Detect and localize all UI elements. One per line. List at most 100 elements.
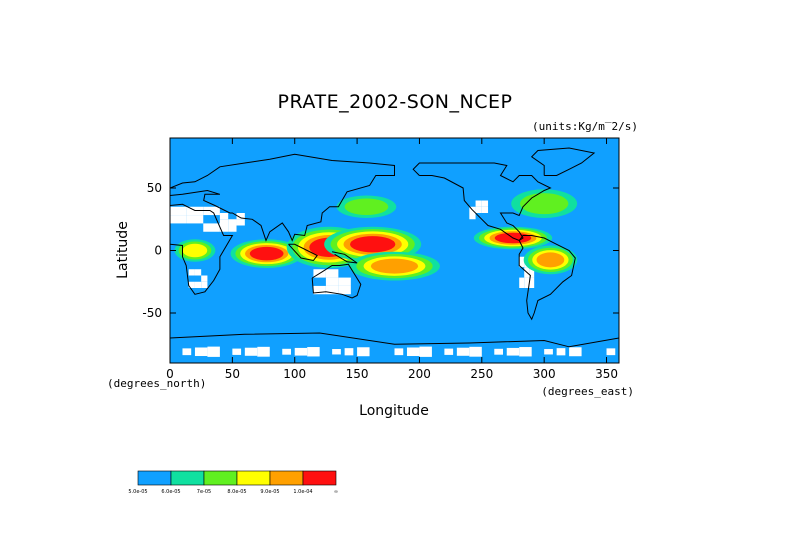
dry-region — [219, 219, 229, 226]
x-tick-label: 300 — [533, 367, 556, 381]
colorbar-label: ∞ — [334, 489, 338, 495]
x-axis-label: Longitude — [359, 403, 429, 419]
dry-region — [257, 346, 270, 357]
dry-region — [207, 346, 220, 357]
x-tick-label: 100 — [283, 367, 306, 381]
y-ticks: -50 0 50 — [142, 181, 619, 320]
x-tick-label: 250 — [470, 367, 493, 381]
chart-title: PRATE_2002-SON_NCEP — [278, 91, 513, 113]
colorbar-swatch — [203, 470, 238, 486]
dry-region — [338, 285, 351, 295]
colorbar-swatch — [269, 470, 304, 486]
dry-region — [519, 277, 525, 288]
dry-region — [236, 219, 245, 226]
dry-region — [194, 281, 202, 288]
dry-region — [219, 213, 229, 220]
dry-region — [475, 200, 482, 207]
dry-region — [203, 206, 220, 216]
dry-region — [524, 277, 530, 288]
precip-contour-level3 — [344, 198, 389, 215]
dry-region — [481, 200, 489, 207]
colorbar-swatch — [137, 470, 172, 486]
map-layers — [170, 138, 619, 363]
colorbar: 5.0e-05 6.0e-05 7e-05 8.0e-05 9.0e-05 1.0e-04… — [128, 470, 338, 495]
dry-region — [325, 269, 339, 278]
colorbar-label: 8.0e-05 — [227, 489, 246, 495]
dry-region — [519, 347, 532, 357]
x-ticks: 0 50 100 150 200 250 300 350 — [166, 138, 618, 381]
dry-region — [494, 348, 504, 355]
dry-region — [228, 225, 237, 232]
coastline-4 — [332, 251, 358, 264]
dry-region — [307, 347, 320, 357]
dry-region — [469, 346, 482, 357]
dry-region — [236, 213, 245, 220]
dry-region — [529, 277, 535, 288]
dry-region — [203, 223, 220, 232]
dry-region — [406, 347, 420, 357]
dry-region — [194, 347, 208, 357]
coastline-3 — [288, 243, 318, 262]
dry-region — [606, 348, 616, 356]
dry-region — [325, 285, 339, 295]
dry-region — [444, 348, 454, 355]
precip-contour-level5 — [536, 252, 565, 268]
dry-region — [481, 206, 489, 213]
map-area — [169, 137, 620, 364]
coastline-0 — [170, 203, 234, 295]
dry-region — [544, 349, 553, 355]
y-tick-label: 50 — [147, 181, 162, 195]
dry-region — [194, 269, 202, 276]
dry-region — [475, 206, 482, 213]
colorbar-label: 6.0e-05 — [161, 489, 180, 495]
dry-region — [188, 281, 195, 288]
x-tick-label: 50 — [225, 367, 240, 381]
coastline-2 — [311, 263, 362, 299]
coastline-5 — [412, 162, 552, 242]
dry-region — [219, 225, 229, 232]
dry-region — [170, 215, 187, 224]
dry-region — [357, 347, 370, 357]
dry-region — [338, 277, 351, 286]
y-axis-label: Latitude — [115, 221, 131, 279]
precip-contour-level3 — [520, 193, 569, 215]
precip-contour-level5 — [370, 258, 419, 274]
y-tick-label: -50 — [142, 306, 162, 320]
dry-region — [313, 285, 326, 295]
dry-region — [325, 277, 339, 286]
colorbar-swatch — [236, 470, 271, 486]
dry-region — [282, 348, 291, 355]
colorbar-swatch — [302, 470, 337, 486]
coastline-6 — [518, 235, 576, 321]
dry-region — [186, 215, 204, 224]
colorbar-swatch — [170, 470, 205, 486]
dry-region — [201, 275, 208, 282]
x-tick-label: 150 — [346, 367, 369, 381]
x-unit-label: (degrees_east) — [541, 385, 634, 398]
dry-region — [182, 348, 192, 356]
dry-region — [294, 347, 308, 356]
dry-region — [529, 267, 535, 278]
units-label: (units:Kg/m‾2/s) — [532, 120, 638, 133]
x-tick-label: 0 — [166, 367, 174, 381]
dry-region — [188, 269, 195, 276]
y-tick-label: 0 — [154, 244, 162, 258]
precip-contour-level6 — [350, 236, 396, 253]
dry-region — [456, 347, 470, 356]
dry-region — [506, 347, 520, 356]
dry-region — [556, 348, 566, 356]
precip-contour-level6 — [249, 246, 284, 261]
colorbar-label: 1.0e-04 — [293, 489, 312, 495]
colorbar-label: 7e-05 — [197, 489, 211, 495]
dry-region — [201, 281, 208, 288]
coastline-8 — [170, 332, 619, 348]
precip-contour-level4 — [182, 243, 208, 258]
dry-region — [332, 349, 341, 355]
dry-region — [170, 206, 187, 216]
dry-region — [394, 348, 404, 356]
dry-region — [232, 348, 242, 355]
x-tick-label: 350 — [595, 367, 618, 381]
dry-region — [519, 256, 525, 268]
